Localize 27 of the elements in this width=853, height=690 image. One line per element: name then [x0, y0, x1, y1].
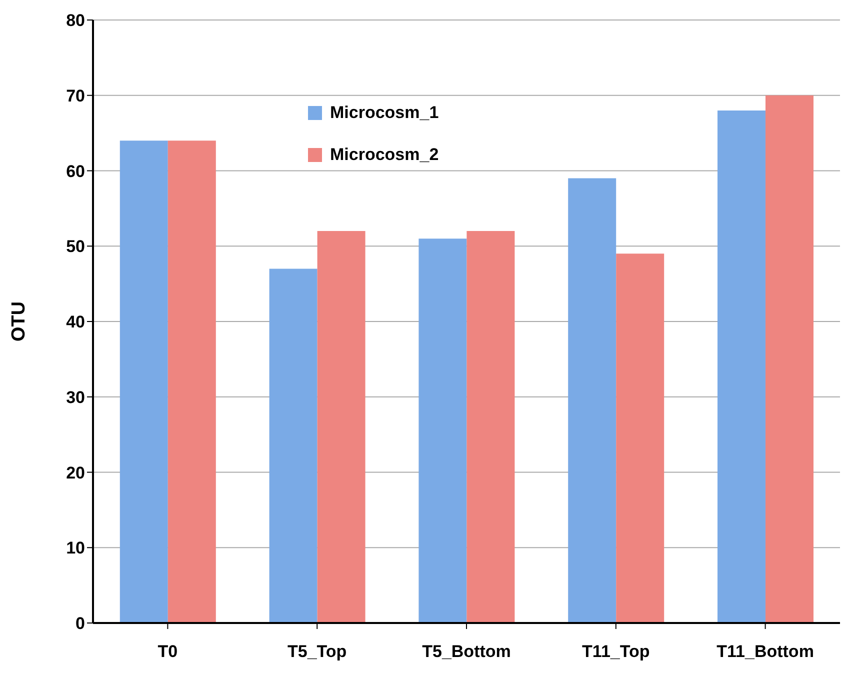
x-tick-label: T11_Top: [582, 642, 650, 662]
y-tick-label: 80: [66, 11, 85, 30]
bar: [616, 254, 664, 623]
y-tick-label: 40: [66, 312, 85, 332]
y-axis-title: OTU: [8, 301, 30, 342]
x-tick-label: T11_Bottom: [716, 642, 814, 662]
bar: [466, 231, 515, 623]
x-tick-label: T0: [158, 642, 178, 662]
legend-label: Microcosm_1: [330, 103, 439, 123]
y-tick-label: 30: [66, 388, 85, 407]
legend-label: Microcosm_2: [330, 145, 439, 165]
bar: [717, 110, 766, 623]
bar: [120, 140, 168, 623]
bar: [568, 178, 616, 623]
y-tick-label: 0: [76, 614, 85, 634]
y-tick-label: 70: [66, 86, 85, 106]
y-tick-label: 10: [66, 538, 85, 558]
x-tick-label: T5_Bottom: [422, 642, 511, 662]
bar: [418, 238, 467, 623]
x-tick-label: T5_Top: [288, 642, 347, 662]
bar: [269, 268, 318, 623]
y-tick-label: 50: [66, 237, 85, 256]
y-tick-label: 60: [66, 162, 85, 181]
y-tick-label: 20: [66, 463, 85, 482]
bar: [168, 140, 216, 623]
bar: [765, 95, 814, 623]
bar: [317, 231, 366, 623]
